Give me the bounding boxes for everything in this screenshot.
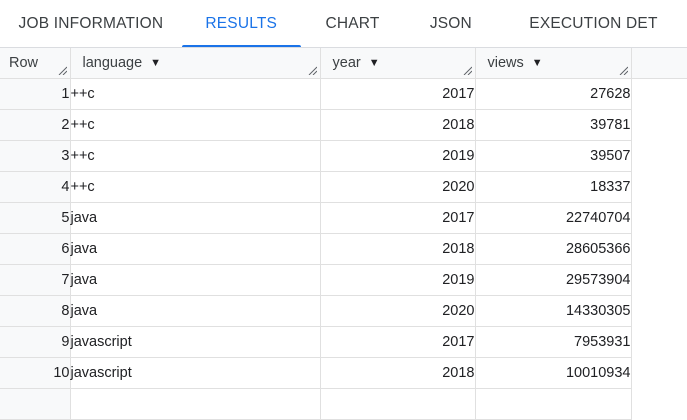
row-number: 6	[0, 234, 70, 265]
row-number: 2	[0, 110, 70, 141]
row-number: 9	[0, 327, 70, 358]
row-number: 1	[0, 79, 70, 110]
column-resize-handle-icon[interactable]	[463, 66, 472, 75]
tab-job-information[interactable]: JOB INFORMATION	[0, 0, 182, 47]
cell-year[interactable]: 2018	[320, 358, 475, 389]
cell-year[interactable]: 2020	[320, 296, 475, 327]
cell-year[interactable]: 2020	[320, 172, 475, 203]
cell-language[interactable]: java	[70, 234, 320, 265]
column-resize-handle-icon[interactable]	[58, 66, 67, 75]
tab-chart[interactable]: CHART	[301, 0, 405, 47]
cell-language[interactable]: ++c	[70, 79, 320, 110]
cell-language[interactable]: java	[70, 203, 320, 234]
column-header-label: language	[83, 55, 143, 71]
tab-results[interactable]: RESULTS	[182, 0, 301, 47]
cell-language[interactable]: ++c	[70, 110, 320, 141]
cell-year[interactable]: 2019	[320, 265, 475, 296]
grid-filler	[632, 48, 687, 420]
table-row[interactable]: 2 ++c 2018 39781	[0, 110, 631, 141]
column-header-label: year	[333, 55, 361, 71]
cell-views[interactable]: 39507	[475, 141, 631, 172]
table-row[interactable]: 4 ++c 2020 18337	[0, 172, 631, 203]
column-header-row: Row	[0, 48, 70, 79]
cell-views[interactable]: 29573904	[475, 265, 631, 296]
column-header-label: views	[488, 55, 524, 71]
row-number: 4	[0, 172, 70, 203]
cell-year[interactable]: 2018	[320, 234, 475, 265]
cell-language[interactable]: javascript	[70, 327, 320, 358]
cell-language[interactable]: java	[70, 296, 320, 327]
cell-language[interactable]: ++c	[70, 141, 320, 172]
cell-year[interactable]: 2018	[320, 110, 475, 141]
table-row[interactable]: 10 javascript 2018 10010934	[0, 358, 631, 389]
results-grid-area: Row language ▼ year ▼	[0, 48, 687, 420]
arrow-drop-down-icon[interactable]: ▼	[369, 57, 380, 69]
arrow-drop-down-icon[interactable]: ▼	[532, 57, 543, 69]
tab-execution-details[interactable]: EXECUTION DET	[497, 0, 687, 47]
cell-year[interactable]: 2017	[320, 327, 475, 358]
cell-views[interactable]: 22740704	[475, 203, 631, 234]
table-row[interactable]: 1 ++c 2017 27628	[0, 79, 631, 110]
row-number: 7	[0, 265, 70, 296]
column-resize-handle-icon[interactable]	[619, 66, 628, 75]
cell-views[interactable]: 14330305	[475, 296, 631, 327]
cell-views[interactable]: 28605366	[475, 234, 631, 265]
row-number: 3	[0, 141, 70, 172]
cell-views[interactable]: 10010934	[475, 358, 631, 389]
row-number: 5	[0, 203, 70, 234]
table-row[interactable]: 5 java 2017 22740704	[0, 203, 631, 234]
column-resize-handle-icon[interactable]	[308, 66, 317, 75]
table-row[interactable]: 7 java 2019 29573904	[0, 265, 631, 296]
cell-views[interactable]: 27628	[475, 79, 631, 110]
results-table: Row language ▼ year ▼	[0, 48, 632, 420]
row-number: 10	[0, 358, 70, 389]
column-header-language[interactable]: language ▼	[70, 48, 320, 79]
results-tab-bar: JOB INFORMATION RESULTS CHART JSON EXECU…	[0, 0, 687, 48]
table-row[interactable]: 3 ++c 2019 39507	[0, 141, 631, 172]
cell-views[interactable]: 18337	[475, 172, 631, 203]
cell-year[interactable]: 2017	[320, 79, 475, 110]
arrow-drop-down-icon[interactable]: ▼	[150, 57, 161, 69]
cell-language[interactable]: javascript	[70, 358, 320, 389]
table-row[interactable]: 9 javascript 2017 7953931	[0, 327, 631, 358]
cell-language[interactable]: java	[70, 265, 320, 296]
grid-filler-header	[632, 48, 687, 79]
cell-year[interactable]: 2019	[320, 141, 475, 172]
column-header-year[interactable]: year ▼	[320, 48, 475, 79]
tab-json[interactable]: JSON	[405, 0, 498, 47]
row-number: 8	[0, 296, 70, 327]
cell-views[interactable]: 39781	[475, 110, 631, 141]
table-row[interactable]: 6 java 2018 28605366	[0, 234, 631, 265]
cell-views[interactable]: 7953931	[475, 327, 631, 358]
table-row[interactable]: 8 java 2020 14330305	[0, 296, 631, 327]
column-header-label: Row	[9, 55, 38, 71]
column-header-views[interactable]: views ▼	[475, 48, 631, 79]
cell-year[interactable]: 2017	[320, 203, 475, 234]
cell-language[interactable]: ++c	[70, 172, 320, 203]
table-header-row: Row language ▼ year ▼	[0, 48, 631, 79]
